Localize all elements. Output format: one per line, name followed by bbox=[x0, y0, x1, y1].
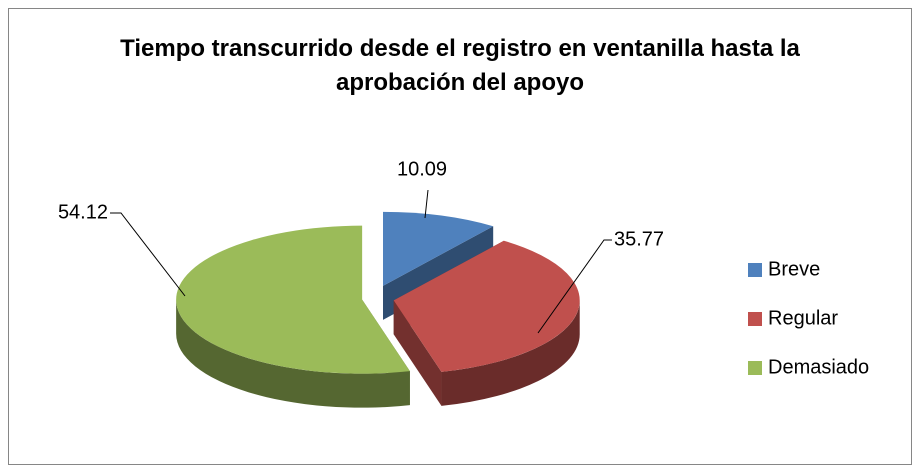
slice-wall bbox=[176, 299, 410, 408]
legend-label: Demasiado bbox=[768, 356, 869, 378]
leader-line bbox=[537, 239, 612, 334]
slice-wall bbox=[441, 300, 580, 406]
slice bbox=[393, 240, 580, 372]
slice-side bbox=[393, 300, 442, 406]
legend-label: Regular bbox=[768, 307, 838, 329]
leader-line bbox=[110, 212, 186, 297]
slice bbox=[382, 211, 494, 286]
legend-swatch bbox=[748, 361, 762, 375]
data-label: 10.09 bbox=[397, 158, 447, 180]
data-label: 35.77 bbox=[614, 228, 664, 250]
leader-line bbox=[424, 189, 429, 219]
data-label: 54.12 bbox=[58, 201, 108, 223]
legend-swatch bbox=[748, 312, 762, 326]
legend-label: Breve bbox=[768, 258, 820, 280]
legend-swatch bbox=[748, 263, 762, 277]
chart-title: Tiempo transcurrido desde el registro en… bbox=[120, 35, 800, 96]
slice bbox=[176, 225, 410, 374]
